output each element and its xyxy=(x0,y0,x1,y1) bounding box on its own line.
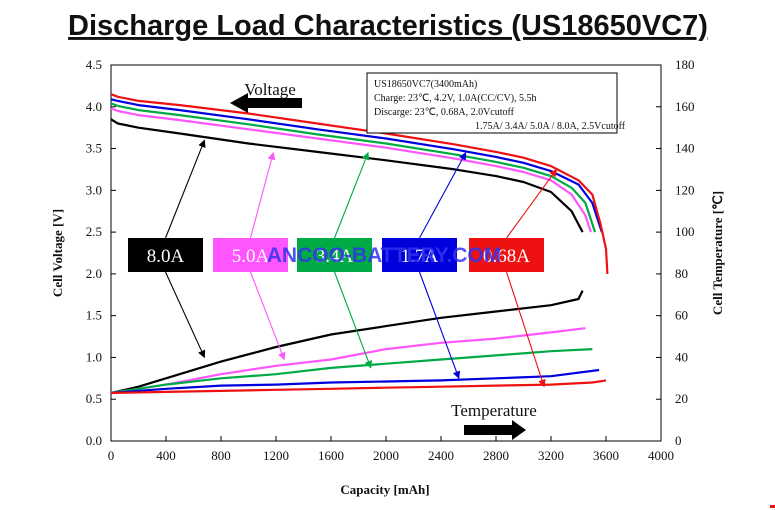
series-label-box-3.4A xyxy=(297,238,372,272)
info-line: Charge: 23℃, 4.2V, 1.0A(CC/CV), 5.5h xyxy=(374,93,537,104)
y-right-tick-label: 120 xyxy=(675,182,695,197)
arrow-to-temperature-8.0A xyxy=(164,271,206,359)
arrow-to-voltage-3.4A xyxy=(333,152,370,239)
arrow-to-voltage-1.7A xyxy=(419,152,467,239)
y-left-tick-label: 2.5 xyxy=(86,224,102,239)
info-box xyxy=(366,72,618,134)
y-left-tick-label: 4.0 xyxy=(86,99,102,114)
series-label-0.68A: 0.68A xyxy=(483,246,530,267)
y-left-tick-label: 1.0 xyxy=(86,349,102,364)
series-label-box-5.0A xyxy=(213,238,288,272)
y-right-tick-label: 20 xyxy=(675,391,688,406)
temperature-line-8.0A xyxy=(110,290,584,395)
y-right-tick-label: 140 xyxy=(675,141,695,156)
series-label-1.7A: 1.7A xyxy=(401,246,439,267)
temperature-line-1.7A xyxy=(110,368,600,395)
y-left-tick-label: 4.5 xyxy=(86,57,102,72)
x-tick-label: 400 xyxy=(156,448,176,463)
arrow-to-temperature-0.68A xyxy=(505,271,546,388)
series-label-box-8.0A xyxy=(128,238,203,272)
x-tick-label: 4000 xyxy=(648,448,674,463)
info-line: Discarge: 23℃, 0.68A, 2.0Vcutoff xyxy=(374,107,515,118)
x-tick-label: 2400 xyxy=(428,448,454,463)
arrow-to-temperature-1.7A xyxy=(418,271,461,380)
info-line: US18650VC7(3400mAh) xyxy=(374,79,477,90)
arrow-to-temperature-5.0A xyxy=(249,271,286,361)
y-right-tick-label: 180 xyxy=(675,57,695,72)
voltage-line-8.0A xyxy=(110,118,584,233)
info-line: 1.75A/ 3.4A/ 5.0A / 8.0A, 2.5Vcutoff xyxy=(475,121,626,132)
voltage-annotation: Voltage xyxy=(244,80,296,99)
x-tick-label: 2000 xyxy=(373,448,399,463)
y-right-tick-label: 100 xyxy=(675,224,695,239)
x-tick-label: 800 xyxy=(211,448,231,463)
temperature-annotation: Temperature xyxy=(451,401,537,420)
voltage-line-5.0A xyxy=(110,107,592,233)
arrow-to-voltage-5.0A xyxy=(249,151,276,239)
x-tick-label: 0 xyxy=(108,448,115,463)
series-label-3.4A: 3.4A xyxy=(316,246,354,267)
y-right-tick-label: 160 xyxy=(675,99,695,114)
y-axis-right-label: Cell Temperature [℃] xyxy=(710,191,725,315)
voltage-line-1.7A xyxy=(110,98,603,233)
temperature-line-0.68A xyxy=(110,379,607,395)
corner-accent xyxy=(770,505,775,508)
temperature-line-5.0A xyxy=(110,327,586,395)
series-label-5.0A: 5.0A xyxy=(232,246,270,267)
temperature-line-3.4A xyxy=(110,348,593,395)
y-left-tick-label: 1.5 xyxy=(86,308,102,323)
y-right-tick-label: 80 xyxy=(675,266,688,281)
watermark: ANCOO-BATTERY.COM xyxy=(267,244,502,267)
x-tick-label: 1600 xyxy=(318,448,344,463)
series-label-box-0.68A xyxy=(469,238,544,272)
arrow-to-voltage-0.68A xyxy=(506,168,557,239)
y-right-tick-label: 40 xyxy=(675,349,688,364)
arrow-to-temperature-3.4A xyxy=(333,271,373,369)
x-axis-label: Capacity [mAh] xyxy=(340,482,429,497)
y-left-tick-label: 3.0 xyxy=(86,182,102,197)
x-tick-label: 1200 xyxy=(263,448,289,463)
x-tick-label: 2800 xyxy=(483,448,509,463)
series-label-8.0A: 8.0A xyxy=(147,246,185,267)
arrow-to-voltage-8.0A xyxy=(164,139,206,239)
series-label-box-1.7A xyxy=(382,238,457,272)
chart-title: Discharge Load Characteristics (US18650V… xyxy=(68,10,708,42)
x-tick-label: 3600 xyxy=(593,448,619,463)
temperature-arrow-icon xyxy=(464,420,526,440)
y-left-tick-label: 0.5 xyxy=(86,391,102,406)
voltage-arrow-icon xyxy=(230,93,302,113)
y-axis-left-label: Cell Voltage [V] xyxy=(50,209,65,297)
y-right-tick-label: 0 xyxy=(675,433,682,448)
voltage-line-0.68A xyxy=(110,93,609,274)
y-right-tick-label: 60 xyxy=(675,308,688,323)
voltage-line-3.4A xyxy=(110,102,597,233)
y-left-tick-label: 2.0 xyxy=(86,266,102,281)
x-tick-label: 3200 xyxy=(538,448,564,463)
y-left-tick-label: 0.0 xyxy=(86,433,102,448)
y-left-tick-label: 3.5 xyxy=(86,141,102,156)
